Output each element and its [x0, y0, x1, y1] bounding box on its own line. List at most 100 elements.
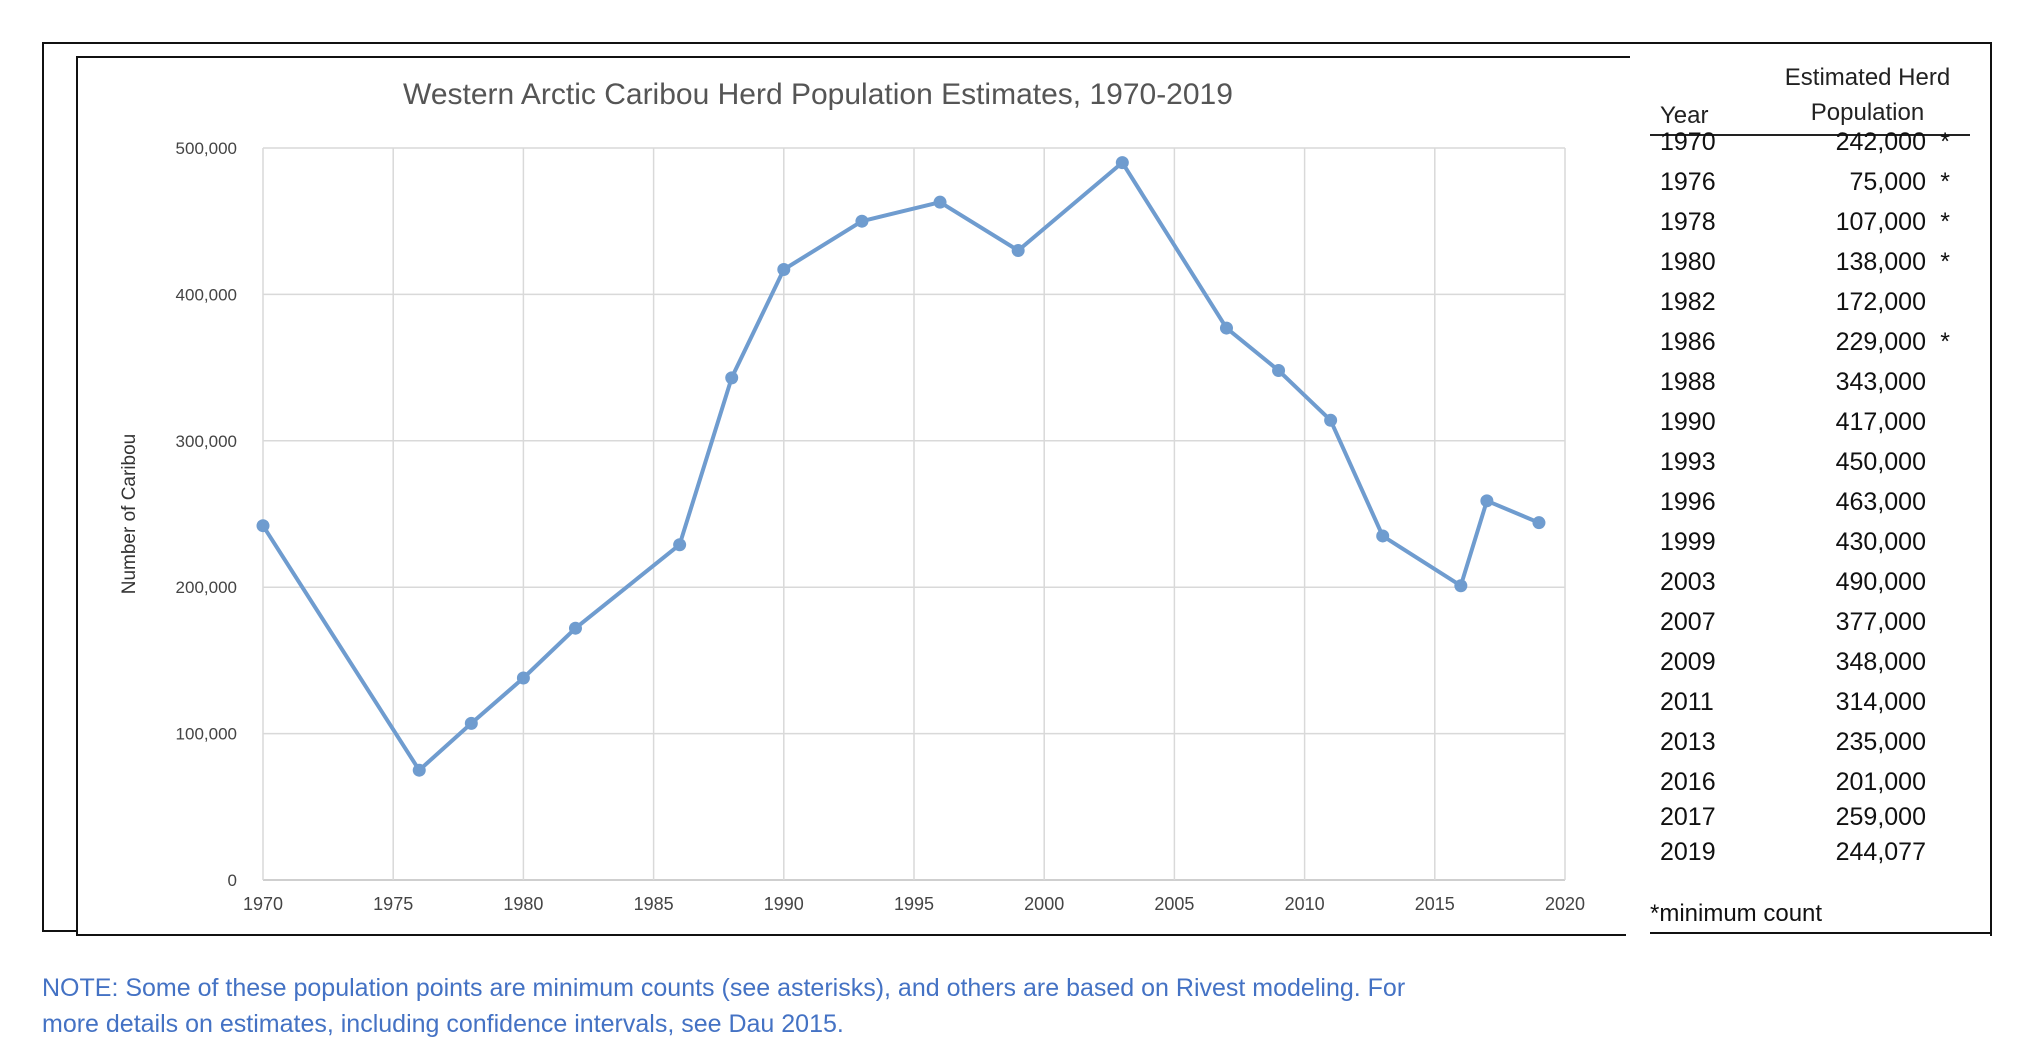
data-point — [1480, 494, 1494, 508]
y-tick-label: 200,000 — [176, 578, 237, 597]
table-footnote: *minimum count — [1650, 900, 1823, 927]
table-cell-year: 1999 — [1660, 528, 1716, 556]
x-tick-label: 1990 — [764, 894, 804, 914]
x-tick-label: 1970 — [243, 894, 283, 914]
table-row: 1990 417,000 — [1650, 408, 1960, 446]
x-tick-label: 1985 — [634, 894, 674, 914]
table-row: 1982 172,000 — [1650, 288, 1960, 326]
x-tick-label: 1995 — [894, 894, 934, 914]
line-chart: Western Arctic Caribou Herd Population E… — [119, 78, 1585, 914]
data-point — [933, 195, 947, 209]
population-table: Year Estimated Herd Population 1970 242,0… — [1626, 58, 1992, 936]
x-tick-label: 2010 — [1285, 894, 1325, 914]
table-header-population-line1: Estimated Herd — [1784, 64, 1951, 91]
chart-title: Western Arctic Caribou Herd Population E… — [403, 78, 1233, 111]
y-tick-label: 100,000 — [176, 725, 237, 744]
table-cell-population: 244,077 — [1835, 838, 1926, 866]
table-cell-year: 1990 — [1660, 408, 1716, 436]
data-point — [777, 263, 791, 277]
table-cell-year: 1982 — [1660, 288, 1716, 316]
table-row: 1986 229,000 * — [1650, 328, 1960, 366]
table-cell-population: 343,000 — [1835, 368, 1926, 396]
table-cell-year: 2013 — [1660, 728, 1716, 756]
table-cell-year: 2003 — [1660, 568, 1716, 596]
table-cell-year: 1996 — [1660, 488, 1716, 516]
table-row: 1993 450,000 — [1650, 448, 1960, 486]
table-bottom-rule — [1650, 932, 1990, 934]
table-row: 2007 377,000 — [1650, 608, 1960, 646]
data-point — [1376, 529, 1390, 543]
note-text: NOTE: Some of these population points ar… — [42, 970, 1742, 1042]
table-cell-population: 259,000 — [1835, 803, 1926, 831]
table-cell-population: 235,000 — [1835, 728, 1926, 756]
x-tick-label: 2005 — [1154, 894, 1194, 914]
data-point — [464, 716, 478, 730]
table-cell-year: 1980 — [1660, 248, 1716, 276]
note-line-2: more details on estimates, including con… — [42, 1010, 844, 1038]
data-point — [412, 763, 426, 777]
data-point — [1532, 516, 1546, 530]
note-line-1: NOTE: Some of these population points ar… — [42, 974, 1406, 1002]
table-cell-year: 2009 — [1660, 648, 1716, 676]
table-row: 2019 244,077 — [1650, 838, 1960, 876]
y-tick-label: 0 — [228, 871, 237, 890]
table-row: 1980 138,000 * — [1650, 248, 1960, 286]
table-header-population-line2: Population — [1810, 99, 1925, 126]
minimum-count-asterisk: * — [1940, 128, 1950, 156]
table-cell-year: 2017 — [1660, 803, 1716, 831]
minimum-count-asterisk: * — [1940, 328, 1950, 356]
table-header: Year Estimated Herd Population — [1650, 62, 1970, 136]
minimum-count-asterisk: * — [1940, 168, 1950, 196]
table-cell-year: 2011 — [1660, 688, 1714, 716]
table-cell-population: 75,000 — [1849, 168, 1926, 196]
table-row: 1988 343,000 — [1650, 368, 1960, 406]
data-point — [1454, 579, 1468, 593]
table-cell-population: 172,000 — [1835, 288, 1926, 316]
table-cell-population: 107,000 — [1835, 208, 1926, 236]
data-point — [1219, 321, 1233, 335]
table-cell-year: 2019 — [1660, 838, 1716, 866]
table-row: 2003 490,000 — [1650, 568, 1960, 606]
minimum-count-asterisk: * — [1940, 208, 1950, 236]
table-cell-year: 1978 — [1660, 208, 1716, 236]
data-point — [568, 621, 582, 635]
table-row: 1999 430,000 — [1650, 528, 1960, 566]
table-cell-year: 1988 — [1660, 368, 1716, 396]
table-cell-population: 229,000 — [1835, 328, 1926, 356]
table-cell-population: 201,000 — [1835, 768, 1926, 796]
table-cell-year: 2007 — [1660, 608, 1716, 636]
table-cell-population: 463,000 — [1835, 488, 1926, 516]
data-point — [1324, 413, 1338, 427]
table-row: 1976 75,000 * — [1650, 168, 1960, 206]
table-cell-year: 1970 — [1660, 128, 1716, 156]
table-cell-year: 1976 — [1660, 168, 1716, 196]
table-row: 2011 314,000 — [1650, 688, 1960, 726]
x-tick-label: 1975 — [373, 894, 413, 914]
y-tick-label: 300,000 — [176, 432, 237, 451]
data-point — [725, 371, 739, 385]
y-tick-label: 500,000 — [176, 139, 237, 158]
table-cell-population: 314,000 — [1835, 688, 1926, 716]
table-cell-year: 1993 — [1660, 448, 1716, 476]
data-point — [516, 671, 530, 685]
table-row: 2017 259,000 — [1650, 803, 1960, 841]
data-point — [1115, 156, 1129, 170]
x-tick-label: 2000 — [1024, 894, 1064, 914]
table-cell-population: 450,000 — [1835, 448, 1926, 476]
table-header-population: Estimated Herd Population — [1765, 60, 1970, 130]
table-cell-population: 348,000 — [1835, 648, 1926, 676]
chart-panel: Western Arctic Caribou Herd Population E… — [76, 56, 1630, 936]
data-point — [1272, 364, 1286, 378]
table-row: 1996 463,000 — [1650, 488, 1960, 526]
data-point — [256, 519, 270, 533]
table-cell-population: 490,000 — [1835, 568, 1926, 596]
table-row: 1978 107,000 * — [1650, 208, 1960, 246]
table-row: 2009 348,000 — [1650, 648, 1960, 686]
minimum-count-asterisk: * — [1940, 248, 1950, 276]
table-cell-population: 242,000 — [1835, 128, 1926, 156]
x-tick-label: 1980 — [503, 894, 543, 914]
y-tick-label: 400,000 — [176, 285, 237, 304]
y-axis-label: Number of Caribou — [119, 434, 140, 595]
table-cell-population: 377,000 — [1835, 608, 1926, 636]
table-cell-population: 430,000 — [1835, 528, 1926, 556]
